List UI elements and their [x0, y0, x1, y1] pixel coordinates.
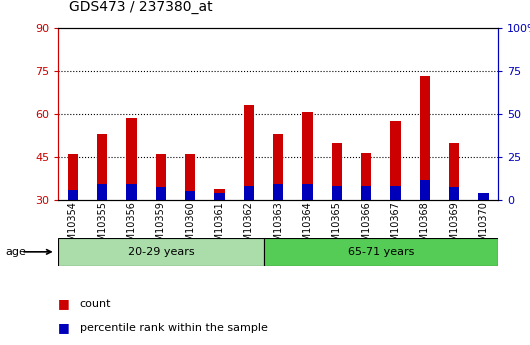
Bar: [361, 186, 372, 200]
Bar: [97, 134, 108, 200]
Text: count: count: [80, 299, 111, 308]
Text: 20-29 years: 20-29 years: [128, 247, 195, 257]
Bar: [420, 77, 430, 200]
Bar: [332, 142, 342, 200]
Bar: [479, 193, 489, 200]
Bar: [244, 105, 254, 200]
Bar: [215, 189, 225, 200]
Bar: [156, 154, 166, 200]
Bar: [449, 142, 460, 200]
Bar: [303, 184, 313, 200]
Bar: [58, 238, 263, 266]
Bar: [68, 154, 78, 200]
Bar: [273, 134, 284, 200]
Text: 65-71 years: 65-71 years: [348, 247, 414, 257]
Bar: [156, 187, 166, 200]
Bar: [361, 152, 372, 200]
Bar: [185, 191, 196, 200]
Text: GDS473 / 237380_at: GDS473 / 237380_at: [69, 0, 213, 14]
Bar: [215, 193, 225, 200]
Bar: [303, 112, 313, 200]
Bar: [479, 194, 489, 200]
Bar: [97, 184, 108, 200]
Text: ■: ■: [58, 297, 70, 310]
Bar: [244, 186, 254, 200]
Bar: [127, 118, 137, 200]
Bar: [273, 184, 284, 200]
Text: ■: ■: [58, 321, 70, 334]
Bar: [263, 238, 498, 266]
Bar: [391, 186, 401, 200]
Bar: [391, 121, 401, 200]
Text: age: age: [5, 247, 26, 257]
Bar: [185, 154, 196, 200]
Bar: [127, 184, 137, 200]
Bar: [68, 190, 78, 200]
Bar: [332, 186, 342, 200]
Bar: [449, 187, 460, 200]
Text: percentile rank within the sample: percentile rank within the sample: [80, 323, 267, 333]
Bar: [420, 180, 430, 200]
